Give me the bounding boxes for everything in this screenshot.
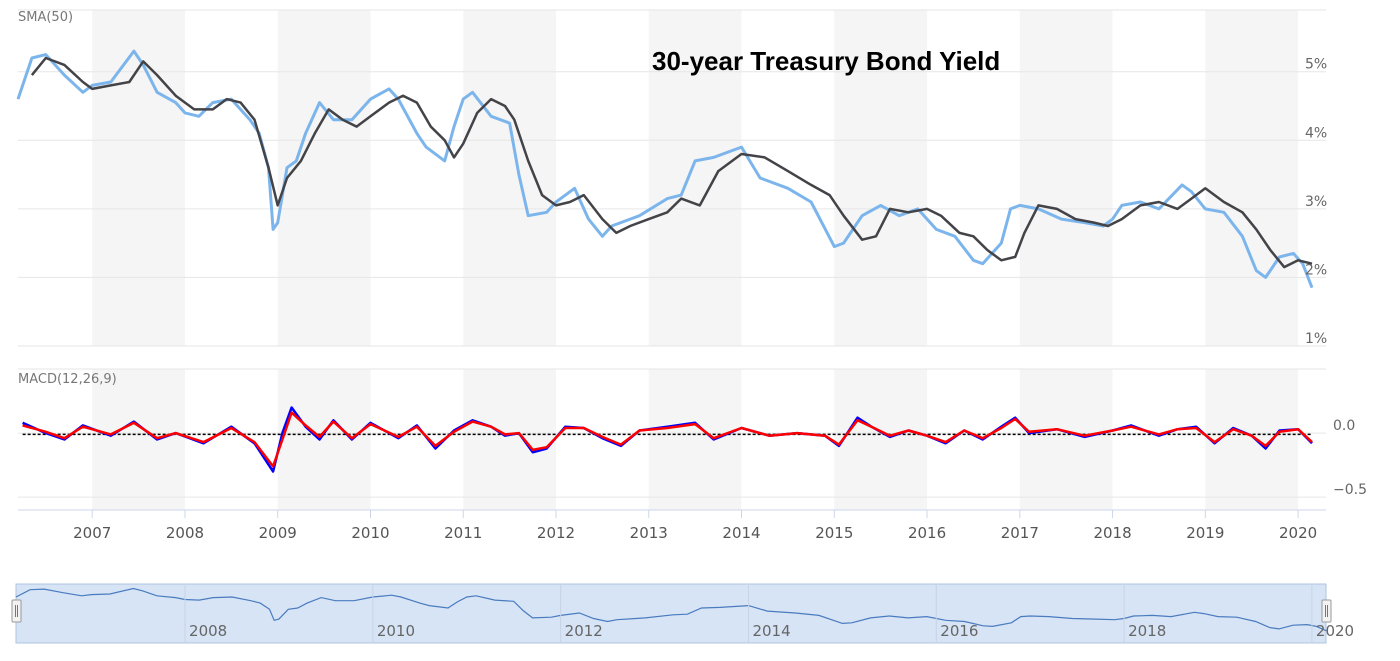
year-band	[277, 369, 371, 510]
navigator-tick-label: 2012	[565, 622, 603, 640]
navigator-left-handle[interactable]	[11, 599, 22, 623]
navigator-right-handle[interactable]	[1321, 599, 1332, 623]
year-band	[463, 369, 557, 510]
year-bands	[92, 10, 1299, 510]
navigator-tick-label: 2010	[377, 622, 415, 640]
year-band	[648, 369, 742, 510]
navigator-window	[15, 583, 1327, 644]
range-navigator[interactable]: 2008 2010 2012 2014 2016 2018 2020	[11, 583, 1354, 644]
year-band	[648, 10, 742, 346]
price-y-tick: 2%	[1305, 262, 1327, 278]
year-band	[1019, 10, 1113, 346]
x-tick-label: 2016	[908, 524, 946, 542]
price-y-tick: 4%	[1305, 125, 1327, 141]
price-y-tick: 1%	[1305, 331, 1327, 347]
navigator-series	[15, 587, 1327, 632]
year-band	[834, 369, 928, 510]
x-tick-label: 2010	[351, 524, 389, 542]
year-band	[463, 10, 557, 346]
x-tick-label: 2007	[73, 524, 111, 542]
x-tick-label: 2012	[537, 524, 575, 542]
x-tick-label: 2013	[630, 524, 668, 542]
navigator-tick-label: 2008	[189, 622, 227, 640]
x-tick-label: 2017	[1001, 524, 1039, 542]
year-band	[92, 369, 185, 510]
x-tick-label: 2018	[1093, 524, 1131, 542]
x-tick-label: 2015	[815, 524, 853, 542]
year-band	[834, 10, 928, 346]
price-plot	[16, 49, 1314, 289]
year-band	[1205, 10, 1299, 346]
sma-line	[30, 56, 1313, 269]
x-tick-label: 2009	[259, 524, 297, 542]
macd-y-tick: −0.5	[1333, 482, 1367, 498]
price-y-tick: 3%	[1305, 194, 1327, 210]
sma-label: SMA(50)	[18, 10, 74, 25]
navigator-tick-label: 2020	[1316, 622, 1354, 640]
x-axis-labels: 2007 2008 2009 2010 2011 2012 2013 2014 2015 2016…	[73, 510, 1317, 542]
x-tick-label: 2020	[1279, 524, 1317, 542]
navigator-tick-label: 2014	[752, 622, 790, 640]
year-band	[1019, 369, 1113, 510]
x-tick-label: 2014	[722, 524, 760, 542]
macd-y-tick: 0.0	[1333, 418, 1355, 434]
yield-line	[16, 49, 1314, 289]
x-tick-label: 2011	[444, 524, 482, 542]
year-band	[92, 10, 185, 346]
navigator-tick-label: 2016	[940, 622, 978, 640]
chart-title: 30-year Treasury Bond Yield	[652, 46, 1001, 76]
signal-line	[22, 411, 1313, 468]
macd-plot	[22, 406, 1313, 473]
price-y-tick: 5%	[1305, 57, 1327, 73]
macd-gridlines	[18, 368, 1326, 511]
y-axis-labels: 5% 4% 3% 2% 1% 0.0 −0.5	[1305, 57, 1367, 498]
macd-label: MACD(12,26,9)	[18, 372, 117, 387]
x-tick-label: 2008	[166, 524, 204, 542]
navigator-tick-label: 2018	[1128, 622, 1166, 640]
x-tick-label: 2019	[1186, 524, 1224, 542]
year-band	[277, 10, 371, 346]
